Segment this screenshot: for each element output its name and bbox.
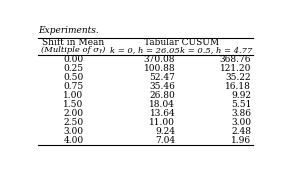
Text: 52.47: 52.47	[149, 73, 175, 82]
Text: 0.75: 0.75	[63, 82, 83, 91]
Text: 1.96: 1.96	[231, 136, 251, 145]
Text: 9.24: 9.24	[155, 127, 175, 136]
Text: (Multiple of σᵧ): (Multiple of σᵧ)	[41, 46, 106, 54]
Text: 3.00: 3.00	[63, 127, 83, 136]
Text: 18.04: 18.04	[149, 100, 175, 109]
Text: 368.76: 368.76	[220, 55, 251, 64]
Text: 100.88: 100.88	[144, 64, 175, 73]
Text: 4.00: 4.00	[63, 136, 83, 145]
Text: 9.92: 9.92	[231, 91, 251, 100]
Text: Shift in Mean: Shift in Mean	[42, 38, 105, 47]
Text: 370.08: 370.08	[144, 55, 175, 64]
Text: 26.80: 26.80	[149, 91, 175, 100]
Text: 5.51: 5.51	[231, 100, 251, 109]
Text: 0.00: 0.00	[63, 55, 83, 64]
Text: 11.00: 11.00	[149, 118, 175, 127]
Text: 2.48: 2.48	[231, 127, 251, 136]
Text: Experiments.: Experiments.	[38, 26, 99, 35]
Text: k = 0.5, h = 4.77: k = 0.5, h = 4.77	[180, 46, 253, 54]
Text: 2.50: 2.50	[63, 118, 83, 127]
Text: k = 0, h = 26.05: k = 0, h = 26.05	[110, 46, 179, 54]
Text: Tabular CUSUM: Tabular CUSUM	[144, 38, 219, 47]
Text: 3.00: 3.00	[231, 118, 251, 127]
Text: 0.25: 0.25	[63, 64, 83, 73]
Text: 121.20: 121.20	[220, 64, 251, 73]
Text: 13.64: 13.64	[149, 109, 175, 118]
Text: 3.86: 3.86	[231, 109, 251, 118]
Text: 35.22: 35.22	[225, 73, 251, 82]
Text: 2.00: 2.00	[63, 109, 83, 118]
Text: 1.50: 1.50	[63, 100, 83, 109]
Text: 35.46: 35.46	[149, 82, 175, 91]
Text: 7.04: 7.04	[155, 136, 175, 145]
Text: 1.00: 1.00	[63, 91, 83, 100]
Text: 0.50: 0.50	[63, 73, 83, 82]
Text: 16.18: 16.18	[225, 82, 251, 91]
